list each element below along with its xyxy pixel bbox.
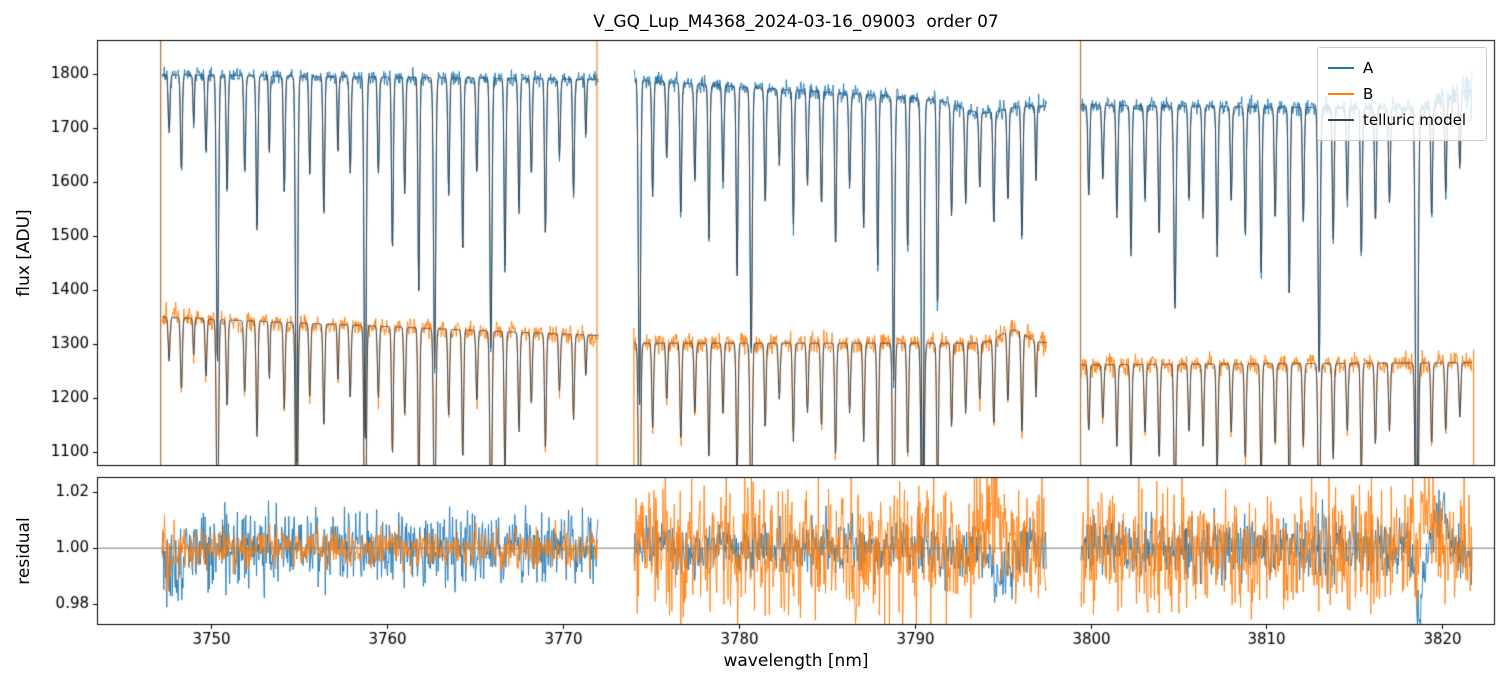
legend-item-b: B <box>1328 81 1476 107</box>
legend-swatch-a <box>1328 67 1354 69</box>
legend-label-telluric: telluric model <box>1363 110 1467 129</box>
legend-label-a: A <box>1363 58 1374 77</box>
legend-swatch-b <box>1328 93 1354 95</box>
legend-label-b: B <box>1363 84 1374 103</box>
legend-item-telluric-model: telluric model <box>1328 107 1476 133</box>
flux-y-axis-label: flux [ADU] <box>14 209 34 297</box>
chart-title: V_GQ_Lup_M4368_2024-03-16_09003 order 07 <box>593 12 999 32</box>
legend-item-a: A <box>1328 55 1476 81</box>
residual-y-axis-label: residual <box>14 517 34 585</box>
x-axis-label: wavelength [nm] <box>723 651 869 671</box>
legend-swatch-telluric <box>1328 119 1354 121</box>
legend: A B telluric model <box>1317 47 1487 141</box>
